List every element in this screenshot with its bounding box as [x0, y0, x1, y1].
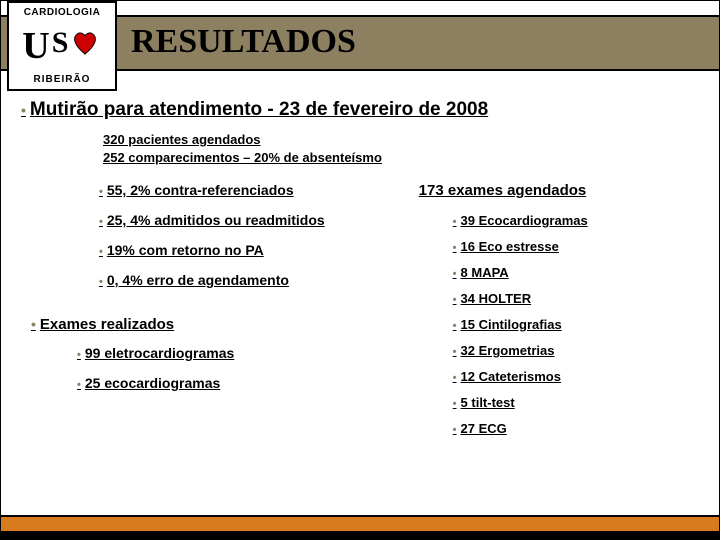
content: •Mutirão para atendimento - 23 de fevere… — [1, 99, 719, 503]
list-item-text: 19% com retorno no PA — [107, 242, 264, 258]
bullet-icon: • — [99, 186, 103, 198]
list-item-text: 25, 4% admitidos ou readmitidos — [107, 212, 325, 228]
list-item: • 19% com retorno no PA — [99, 242, 401, 258]
logo-sp: S — [52, 26, 102, 66]
list-item: • 5 tilt-test — [453, 395, 699, 410]
bullet-icon: • — [453, 398, 457, 410]
list-item: • 25, 4% admitidos ou readmitidos — [99, 212, 401, 228]
list-item-text: 12 Cateterismos — [461, 369, 561, 384]
logo-top-text: CARDIOLOGIA — [24, 7, 101, 18]
logo-letter-s: S — [52, 26, 69, 60]
footer-black-bar — [1, 531, 719, 539]
bullet-icon: • — [453, 346, 457, 358]
slide: CARDIOLOGIA U S RIBEIRÃO RESULTADOS •Mut… — [0, 0, 720, 540]
exams-heading-text: Exames realizados — [40, 316, 174, 333]
list-item: • 27 ECG — [453, 421, 699, 436]
two-col: • 55, 2% contra-referenciados • 25, 4% adm… — [21, 182, 699, 447]
list-item-text: 39 Ecocardiogramas — [461, 213, 588, 228]
list-item-text: 16 Eco estresse — [461, 239, 559, 254]
bullet-icon: • — [453, 320, 457, 332]
list-item-text: 5 tilt-test — [461, 395, 515, 410]
bullet-icon: • — [21, 102, 26, 118]
bullet-icon: • — [453, 268, 457, 280]
logo-bottom-text: RIBEIRÃO — [34, 74, 91, 85]
list-item-text: 0, 4% erro de agendamento — [107, 272, 289, 288]
sub-line-1: 320 pacientes agendados — [103, 131, 699, 149]
list-item-text: 8 MAPA — [461, 265, 509, 280]
heart-icon — [70, 30, 100, 56]
bullet-icon: • — [453, 242, 457, 254]
sub-line-2: 252 comparecimentos – 20% de absenteísmo — [103, 149, 699, 167]
list-item-text: 27 ECG — [461, 421, 507, 436]
bullet-icon: • — [453, 424, 457, 436]
main-bullet: •Mutirão para atendimento - 23 de fevere… — [21, 99, 699, 121]
bullet-icon: • — [77, 379, 81, 391]
list-item-text: 25 ecocardiogramas — [85, 375, 220, 391]
logo-letter-u: U — [22, 24, 49, 68]
page-title: RESULTADOS — [131, 23, 356, 61]
bullet-icon: • — [453, 294, 457, 306]
bullet-icon: • — [453, 372, 457, 384]
list-item-text: 99 eletrocardiogramas — [85, 345, 234, 361]
list-item: • 34 HOLTER — [453, 291, 699, 306]
logo-box: CARDIOLOGIA U S RIBEIRÃO — [7, 1, 117, 91]
bullet-icon: • — [31, 316, 36, 332]
list-item: • 15 Cintilografias — [453, 317, 699, 332]
percentage-list: • 55, 2% contra-referenciados • 25, 4% adm… — [99, 182, 401, 288]
list-item-text: 32 Ergometrias — [461, 343, 555, 358]
list-item-text: 55, 2% contra-referenciados — [107, 182, 294, 198]
list-item: • 39 Ecocardiogramas — [453, 213, 699, 228]
bullet-icon: • — [453, 216, 457, 228]
header: CARDIOLOGIA U S RIBEIRÃO RESULTADOS — [1, 1, 719, 79]
logo-mid: U S — [22, 24, 101, 68]
bullet-icon: • — [99, 216, 103, 228]
list-item: • 32 Ergometrias — [453, 343, 699, 358]
list-item: • 99 eletrocardiogramas — [77, 345, 401, 361]
list-item: • 25 ecocardiogramas — [77, 375, 401, 391]
bullet-icon: • — [99, 246, 103, 258]
exams-heading: •Exames realizados — [31, 316, 401, 333]
footer — [1, 509, 719, 539]
left-col: • 55, 2% contra-referenciados • 25, 4% adm… — [21, 182, 401, 447]
sub-lines: 320 pacientes agendados 252 comparecimen… — [103, 131, 699, 166]
list-item: • 12 Cateterismos — [453, 369, 699, 384]
footer-orange-bar — [1, 515, 719, 531]
list-item-text: 15 Cintilografias — [461, 317, 562, 332]
list-item: • 55, 2% contra-referenciados — [99, 182, 401, 198]
list-item: • 8 MAPA — [453, 265, 699, 280]
list-item: • 16 Eco estresse — [453, 239, 699, 254]
bullet-icon: • — [99, 276, 103, 288]
main-bullet-text: Mutirão para atendimento - 23 de feverei… — [30, 99, 488, 120]
list-item: • 0, 4% erro de agendamento — [99, 272, 401, 288]
bullet-icon: • — [77, 349, 81, 361]
right-col: 173 exames agendados • 39 Ecocardiogramas… — [401, 182, 699, 447]
list-item-text: 34 HOLTER — [461, 291, 532, 306]
right-heading: 173 exames agendados — [419, 182, 699, 199]
